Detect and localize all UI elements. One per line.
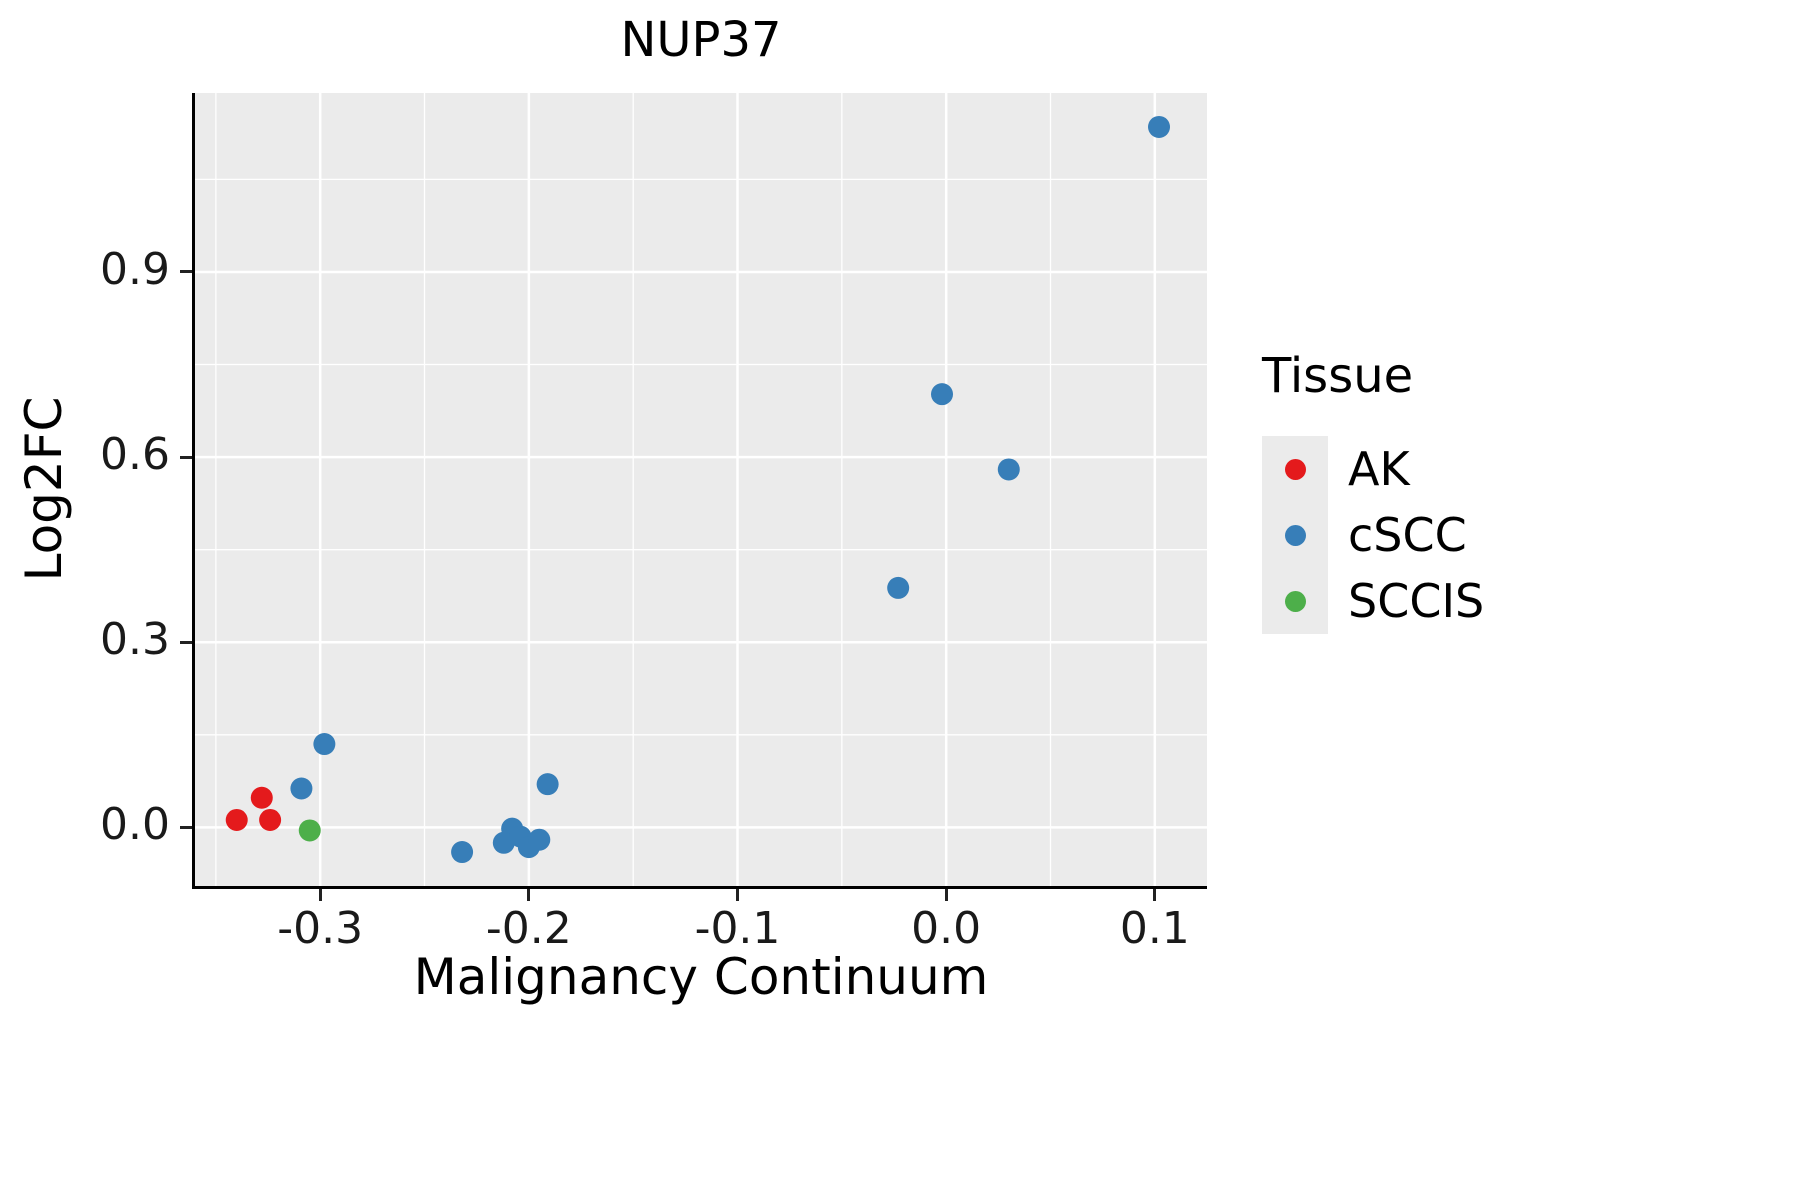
y-tick-mark: [180, 455, 192, 459]
legend-dot-icon: [1284, 524, 1306, 546]
y-tick-mark: [180, 640, 192, 644]
x-tick-label: 0.1: [1119, 903, 1190, 954]
data-point-cscc: [313, 733, 336, 756]
legend-title: Tissue: [1262, 348, 1414, 404]
x-tick-mark: [1153, 889, 1157, 901]
legend: Tissue AK cSCC SCCIS: [1262, 348, 1484, 634]
data-point-cscc: [931, 383, 954, 406]
legend-label: AK: [1348, 442, 1410, 496]
data-point-cscc: [1148, 115, 1171, 138]
y-axis-line: [192, 93, 195, 889]
data-point-ak: [225, 808, 248, 831]
legend-item-sccis: SCCIS: [1262, 568, 1484, 634]
data-point-cscc: [536, 773, 559, 796]
data-point-cscc: [997, 458, 1020, 481]
x-tick-label: -0.2: [485, 903, 572, 954]
x-tick-mark: [318, 889, 322, 901]
plot-panel: [195, 93, 1207, 886]
x-tick-mark: [736, 889, 739, 901]
y-tick-label: 0.9: [100, 243, 170, 295]
y-tick-mark: [180, 270, 192, 274]
data-point-cscc: [887, 576, 910, 599]
legend-label: SCCIS: [1348, 574, 1485, 628]
x-tick-label: -0.3: [277, 903, 364, 954]
data-point-cscc: [492, 831, 515, 854]
x-tick-label: 0.0: [911, 903, 982, 954]
data-point-ak: [259, 808, 282, 831]
data-point-cscc: [528, 828, 551, 851]
y-axis-label: Log2FC: [15, 396, 73, 582]
data-point-ak: [250, 786, 273, 809]
plot-title: NUP37: [620, 12, 782, 68]
legend-key-swatch: [1262, 568, 1328, 634]
y-tick-label: 0.6: [100, 429, 170, 481]
y-tick-label: 0.0: [100, 799, 170, 851]
legend-item-cscc: cSCC: [1262, 502, 1484, 568]
y-tick-label: 0.3: [100, 614, 170, 666]
y-tick-mark: [180, 825, 192, 829]
points-layer: [195, 93, 1207, 886]
x-axis-line: [192, 886, 1207, 889]
legend-key-swatch: [1262, 436, 1328, 502]
legend-keys: AK cSCC SCCIS: [1262, 436, 1484, 634]
data-point-cscc: [451, 841, 474, 864]
legend-dot-icon: [1284, 458, 1306, 480]
x-tick-mark: [527, 889, 531, 901]
data-point-cscc: [290, 777, 313, 800]
legend-key-swatch: [1262, 502, 1328, 568]
data-point-sccis: [298, 819, 321, 842]
x-axis-label: Malignancy Continuum: [413, 948, 989, 1006]
legend-dot-icon: [1284, 590, 1306, 612]
x-tick-label: -0.1: [694, 903, 781, 954]
x-tick-mark: [944, 889, 948, 901]
legend-label: cSCC: [1348, 508, 1467, 562]
legend-item-ak: AK: [1262, 436, 1484, 502]
